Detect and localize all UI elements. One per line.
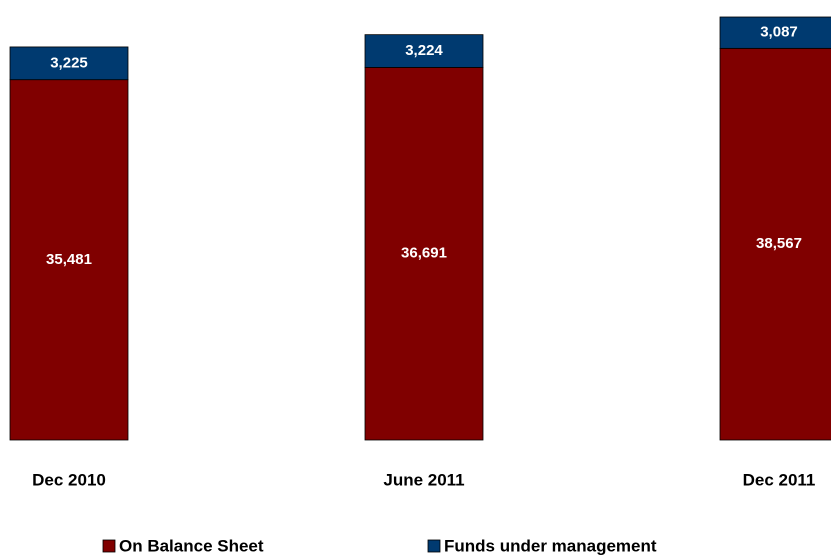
data-label: 3,087 [760,24,798,41]
legend-label: On Balance Sheet [119,536,264,555]
legend-swatch [427,539,441,553]
bar-segment [9,79,129,441]
x-tick-label: Dec 2010 [32,470,106,489]
legend-swatch [102,539,116,553]
bar-segment [9,46,129,81]
data-label: 3,224 [405,42,443,59]
bar-segment [719,47,831,441]
data-label: 3,225 [50,54,88,71]
legend-label: Funds under management [444,536,657,555]
bar-segment [719,16,831,49]
x-tick-label: June 2011 [383,470,464,489]
data-label: 36,691 [401,245,447,262]
data-label: 35,481 [46,251,92,268]
bar-segment [364,34,484,68]
x-tick-label: Dec 2011 [743,470,816,489]
data-label: 38,567 [756,235,802,252]
